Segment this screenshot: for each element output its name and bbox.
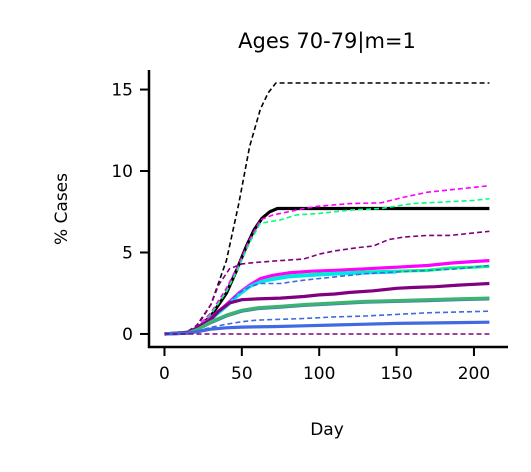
chart-title: Ages 70-79|m=1	[238, 29, 416, 54]
series-line-13	[164, 320, 490, 336]
x-tick-label: 100	[303, 364, 335, 384]
series-line-2	[164, 184, 490, 335]
x-tick-label: 150	[380, 364, 412, 384]
series-line-0	[164, 82, 490, 335]
x-ticks: 0 50 100 150 200	[159, 347, 490, 384]
x-tick-label: 200	[458, 364, 490, 384]
y-tick-label: 10	[111, 162, 133, 182]
y-ticks: 0 5 10 15	[111, 81, 149, 345]
series-line-9	[164, 281, 490, 336]
x-tick-label: 50	[231, 364, 253, 384]
x-axis-label: Day	[310, 420, 344, 440]
series-line-4	[164, 230, 490, 335]
y-tick-label: 0	[122, 325, 133, 345]
x-tick-label: 0	[159, 364, 170, 384]
series-line-3	[164, 197, 490, 335]
plot-lines	[164, 82, 490, 336]
y-tick-label: 5	[122, 243, 133, 263]
series-line-11	[164, 296, 490, 336]
y-tick-label: 15	[111, 81, 133, 101]
y-axis-label: % Cases	[52, 173, 72, 245]
